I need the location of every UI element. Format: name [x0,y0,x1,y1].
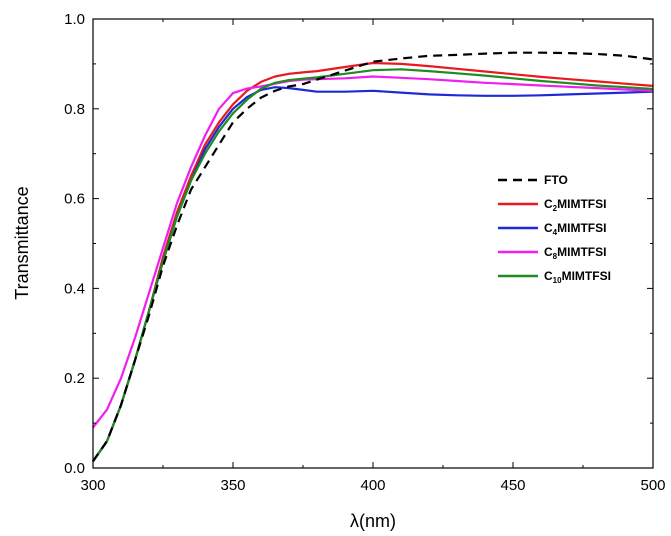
x-tick-label: 300 [80,477,105,494]
y-tick-label: 0.8 [64,101,85,118]
x-axis-title: λ(nm) [350,511,396,531]
legend: FTO C2MIMTFSI C4MIMTFSI C8MIMTFSI C10MIMTFSI [498,173,611,285]
x-tick-label: 450 [500,477,525,494]
y-tick-label: 0.6 [64,191,85,208]
x-tick-label: 400 [360,477,385,494]
series-line-fto [92,51,654,462]
legend-label-c8mimtfsi: C8MIMTFSI [544,245,606,261]
x-tick-label: 350 [220,477,245,494]
legend-label-c10mimtfsi: C10MIMTFSI [544,269,611,285]
legend-label-fto: FTO [544,173,568,187]
plot-lines [92,51,654,462]
y-tick-label: 0.2 [64,370,85,387]
y-tick-label: 0.4 [64,280,85,297]
legend-label-c2mimtfsi: C2MIMTFSI [544,197,606,213]
series-line-c2mimtfsi [92,61,654,462]
y-axis-title: Transmittance [12,186,32,299]
legend-label-c4mimtfsi: C4MIMTFSI [544,221,606,237]
series-line-c10mimtfsi [92,68,654,462]
y-tick-label: 1.0 [64,11,85,28]
x-axis-ticks: 300 350 400 450 500 [80,19,666,494]
y-axis-ticks: 0.0 0.2 0.4 0.6 0.8 1.0 [64,11,653,477]
y-tick-label: 0.0 [64,460,85,477]
x-tick-label: 500 [640,477,665,494]
